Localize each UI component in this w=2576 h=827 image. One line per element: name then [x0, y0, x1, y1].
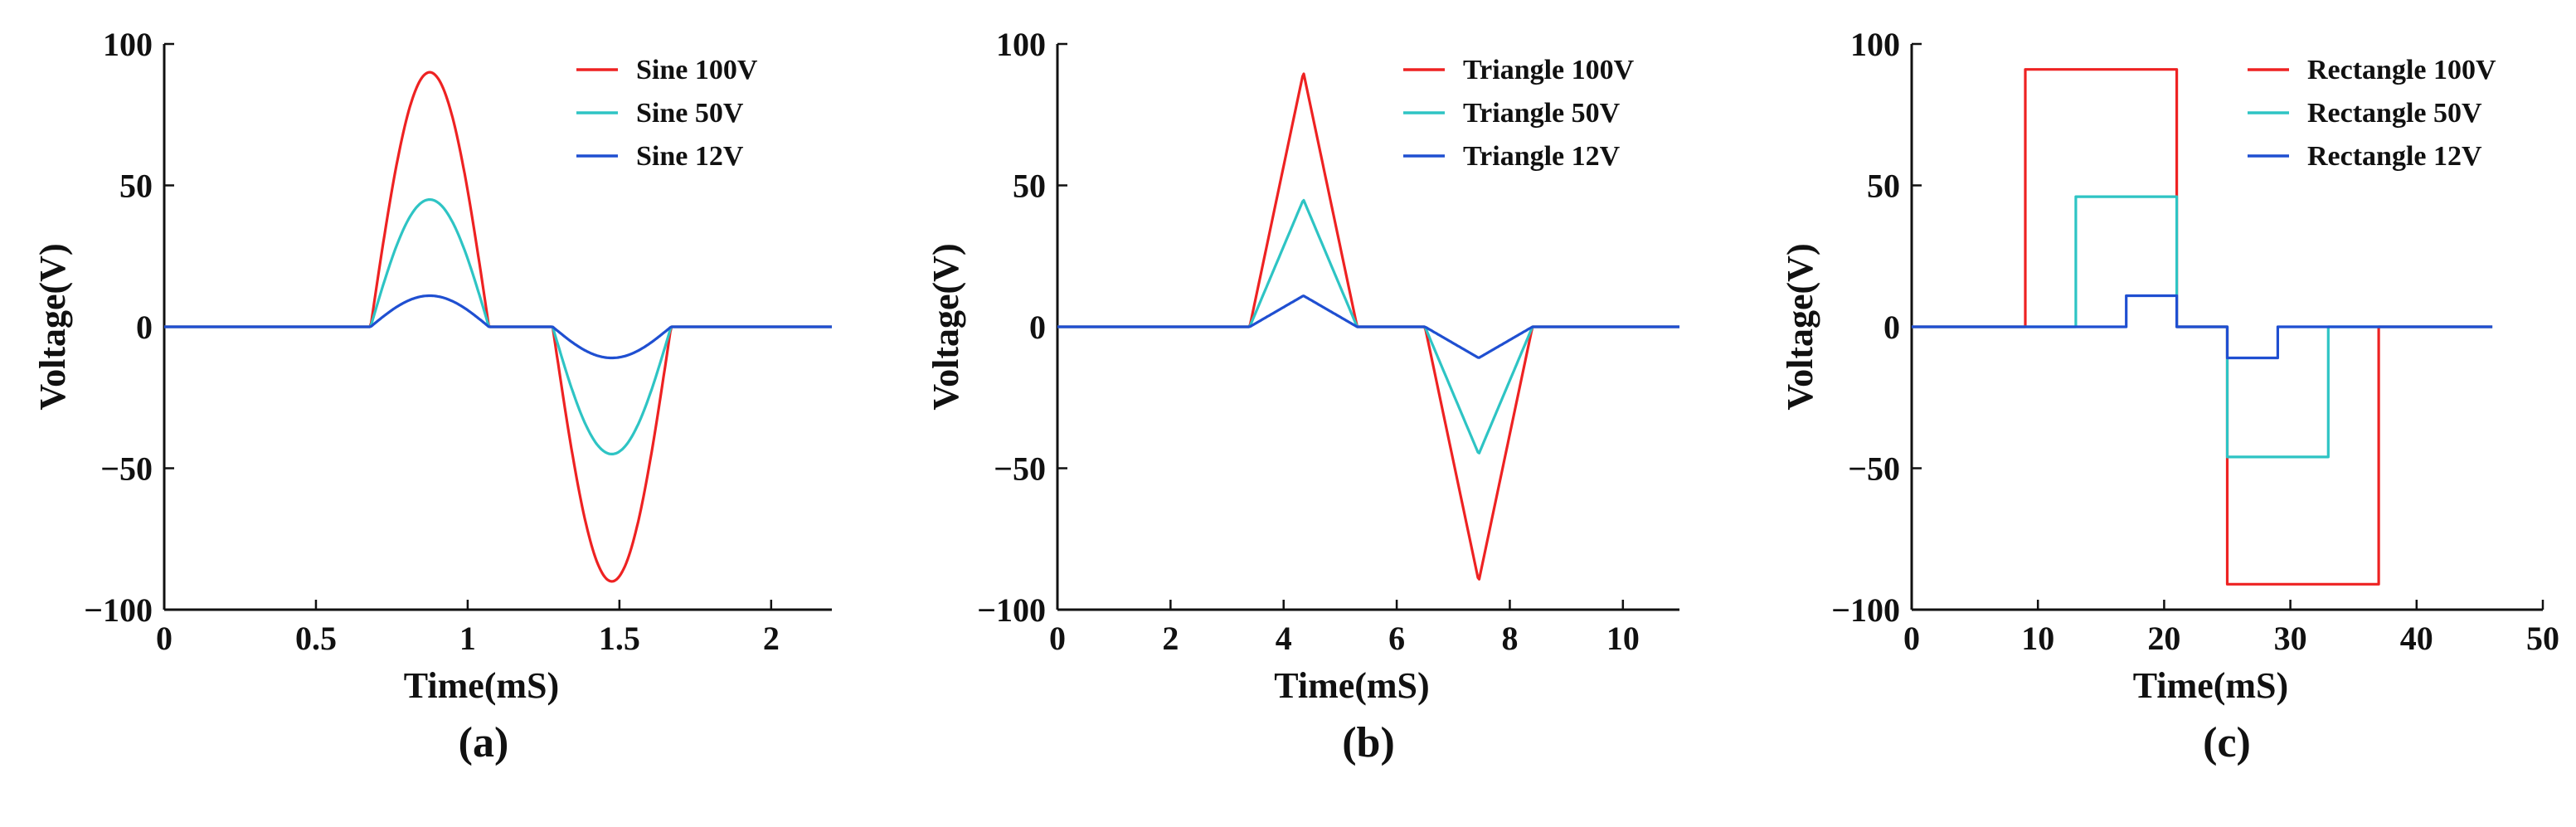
- x-axis-label: Time(mS): [1274, 665, 1429, 706]
- x-axis-label: Time(mS): [2133, 665, 2288, 706]
- y-tick-label: −50: [1848, 450, 1900, 488]
- x-tick-label: 8: [1501, 620, 1518, 657]
- panel-label: (c): [2203, 719, 2251, 766]
- series-line-triangle-12v: [1057, 294, 1680, 359]
- legend-entry: Rectangle 12V: [2307, 141, 2482, 172]
- x-tick-label: 20: [2147, 620, 2180, 657]
- x-tick-label: 0: [1903, 620, 1920, 657]
- x-axis-label: Time(mS): [404, 665, 559, 706]
- x-tick-label: 6: [1388, 620, 1405, 657]
- panel-3: 0 10 20 30 40 50 −100 −50 0 50 100 Time(mS) Voltage(…: [1780, 26, 2559, 766]
- legend-entry: Sine 100V: [636, 55, 758, 85]
- panel-1: 0 0.5 1 1.5 2 −100 −50 0 50 100 Time(mS) Voltage(V)…: [32, 26, 833, 766]
- x-tick-label: 10: [2021, 620, 2054, 657]
- y-tick-label: 100: [996, 26, 1046, 63]
- x-tick-label: 40: [2400, 620, 2433, 657]
- legend-entry: Triangle 50V: [1463, 98, 1621, 129]
- y-tick-label: 100: [1850, 26, 1900, 63]
- legend: Triangle 100V Triangle 50V Triangle 12V: [1403, 55, 1635, 172]
- legend-entry: Sine 50V: [636, 98, 744, 129]
- x-tick-label: 10: [1606, 620, 1640, 657]
- y-tick-label: 50: [119, 168, 153, 205]
- x-tick-label: 2: [763, 620, 780, 657]
- y-tick-label: 0: [1883, 309, 1900, 346]
- x-tick-label: 4: [1276, 620, 1292, 657]
- y-tick-label: 0: [136, 309, 153, 346]
- y-tick-label: 50: [1013, 168, 1046, 205]
- y-axis-label: Voltage(V): [32, 243, 73, 410]
- x-tick-label: 0.5: [295, 620, 337, 657]
- legend-entry: Sine 12V: [636, 141, 744, 172]
- y-tick-label: −100: [977, 591, 1046, 629]
- x-tick-label: 50: [2526, 620, 2559, 657]
- legend-entry: Rectangle 100V: [2307, 55, 2496, 85]
- series-line-rectangle-12v: [1912, 294, 2493, 360]
- y-tick-label: 50: [1867, 168, 1900, 205]
- legend-entry: Triangle 100V: [1463, 55, 1635, 85]
- y-tick-label: −100: [84, 591, 153, 629]
- y-tick-label: 0: [1029, 309, 1046, 346]
- panel-label: (b): [1342, 719, 1395, 766]
- series-line-sine-12v: [164, 294, 833, 360]
- x-tick-label: 0: [156, 620, 173, 657]
- y-axis-label: Voltage(V): [926, 243, 966, 410]
- y-tick-label: −100: [1831, 591, 1900, 629]
- x-tick-label: 2: [1162, 620, 1179, 657]
- panel-label: (a): [459, 719, 509, 766]
- y-tick-label: −50: [100, 450, 153, 488]
- y-tick-label: 100: [103, 26, 153, 63]
- legend-entry: Triangle 12V: [1463, 141, 1621, 172]
- x-tick-label: 1: [459, 620, 476, 657]
- legend: Rectangle 100V Rectangle 50V Rectangle 12V: [2248, 55, 2496, 172]
- legend: Sine 100V Sine 50V Sine 12V: [576, 55, 758, 172]
- x-tick-label: 0: [1049, 620, 1066, 657]
- panel-2: 0 2 4 6 8 10 −100 −50 0 50 100 Time(mS) Voltage(V) Tr…: [926, 26, 1680, 766]
- y-axis-label: Voltage(V): [1780, 243, 1820, 410]
- x-tick-label: 1.5: [599, 620, 640, 657]
- x-tick-label: 30: [2274, 620, 2307, 657]
- y-tick-label: −50: [994, 450, 1046, 488]
- legend-entry: Rectangle 50V: [2307, 98, 2482, 129]
